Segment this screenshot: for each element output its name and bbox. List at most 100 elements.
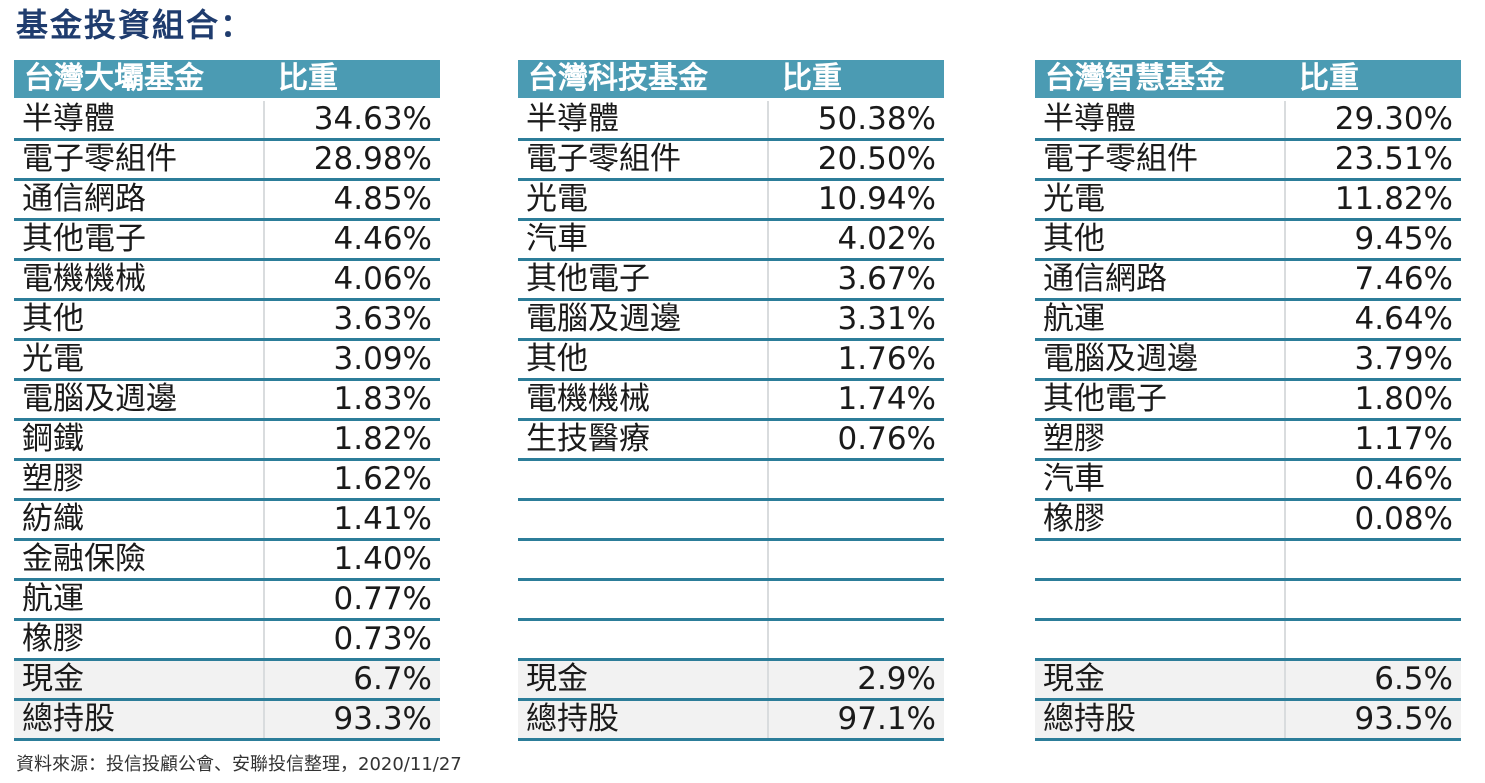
sector-weight: 1.17% xyxy=(1285,419,1461,461)
weight-header: 比重 xyxy=(768,60,944,101)
sector-weight: 34.63% xyxy=(264,99,440,141)
table-row: 汽車 4.02% xyxy=(518,219,944,261)
table-row: 電子零組件 23.51% xyxy=(1035,139,1461,181)
table-row xyxy=(518,459,944,501)
sector-name: 金融保險 xyxy=(14,539,265,581)
table-row: 紡織 1.41% xyxy=(14,499,440,541)
fund-table-taiwan-tech: 台灣科技基金 比重 半導體 50.38% 電子零組件 20.50% 光電 10.94% 汽車… xyxy=(518,60,944,741)
sector-name: 電機機械 xyxy=(518,379,769,421)
sector-weight: 1.62% xyxy=(264,459,440,501)
summary-value: 93.5% xyxy=(1285,699,1461,741)
table-row: 金融保險 1.40% xyxy=(14,539,440,581)
sector-name xyxy=(518,459,769,501)
sector-name: 生技醫療 xyxy=(518,419,769,461)
sector-weight xyxy=(768,539,944,581)
sector-name: 電機機械 xyxy=(14,259,265,301)
sector-weight: 0.08% xyxy=(1285,499,1461,541)
fund-name-header: 台灣智慧基金 xyxy=(1035,60,1285,101)
sector-name: 半導體 xyxy=(14,99,265,141)
sector-name: 電子零組件 xyxy=(518,139,769,181)
page-title: 基金投資組合： xyxy=(16,6,255,44)
sector-weight xyxy=(768,619,944,661)
table-row: 汽車 0.46% xyxy=(1035,459,1461,501)
summary-value: 6.7% xyxy=(264,659,440,701)
table-row: 光電 11.82% xyxy=(1035,179,1461,221)
sector-weight: 20.50% xyxy=(768,139,944,181)
sector-weight: 1.76% xyxy=(768,339,944,381)
sector-name: 橡膠 xyxy=(14,619,265,661)
table-row: 電機機械 4.06% xyxy=(14,259,440,301)
sector-name: 其他 xyxy=(1035,219,1286,261)
sector-name: 電腦及週邊 xyxy=(14,379,265,421)
sector-name: 半導體 xyxy=(1035,99,1286,141)
sector-weight: 1.83% xyxy=(264,379,440,421)
table-row: 其他 3.63% xyxy=(14,299,440,341)
sector-weight: 1.40% xyxy=(264,539,440,581)
sector-weight: 3.63% xyxy=(264,299,440,341)
table-row: 電機機械 1.74% xyxy=(518,379,944,421)
sector-weight: 28.98% xyxy=(264,139,440,181)
sector-weight: 3.31% xyxy=(768,299,944,341)
sector-weight: 1.80% xyxy=(1285,379,1461,421)
sector-name: 鋼鐵 xyxy=(14,419,265,461)
table-row: 半導體 34.63% xyxy=(14,99,440,141)
sector-name xyxy=(518,499,769,541)
table-row: 其他 9.45% xyxy=(1035,219,1461,261)
cash-row: 現金 6.5% xyxy=(1035,659,1461,701)
table-header-row: 台灣智慧基金 比重 xyxy=(1035,60,1461,101)
table-row: 光電 10.94% xyxy=(518,179,944,221)
sector-name: 光電 xyxy=(1035,179,1286,221)
sector-name: 通信網路 xyxy=(14,179,265,221)
sector-weight xyxy=(1285,619,1461,661)
sector-name: 其他 xyxy=(14,299,265,341)
fund-table-taiwan-dabei: 台灣大壩基金 比重 半導體 34.63% 電子零組件 28.98% 通信網路 4.85% 其… xyxy=(14,60,440,741)
table-row: 半導體 50.38% xyxy=(518,99,944,141)
table-row: 其他電子 4.46% xyxy=(14,219,440,261)
sector-name: 紡織 xyxy=(14,499,265,541)
table-row: 電腦及週邊 3.79% xyxy=(1035,339,1461,381)
summary-value: 6.5% xyxy=(1285,659,1461,701)
sector-name: 電腦及週邊 xyxy=(1035,339,1286,381)
cash-row: 現金 2.9% xyxy=(518,659,944,701)
sector-name xyxy=(518,539,769,581)
sector-name: 其他 xyxy=(518,339,769,381)
table-row: 其他電子 1.80% xyxy=(1035,379,1461,421)
table-row: 航運 0.77% xyxy=(14,579,440,621)
table-row: 電子零組件 28.98% xyxy=(14,139,440,181)
table-row: 塑膠 1.17% xyxy=(1035,419,1461,461)
table-row xyxy=(1035,619,1461,661)
sector-weight: 1.82% xyxy=(264,419,440,461)
summary-label: 現金 xyxy=(14,659,265,701)
summary-value: 2.9% xyxy=(768,659,944,701)
sector-name: 半導體 xyxy=(518,99,769,141)
sector-weight: 11.82% xyxy=(1285,179,1461,221)
table-row xyxy=(518,619,944,661)
summary-label: 總持股 xyxy=(14,699,265,741)
sector-name: 其他電子 xyxy=(518,259,769,301)
summary-value: 93.3% xyxy=(264,699,440,741)
weight-header: 比重 xyxy=(264,60,440,101)
sector-weight: 4.06% xyxy=(264,259,440,301)
fund-name-header: 台灣大壩基金 xyxy=(14,60,264,101)
summary-label: 現金 xyxy=(518,659,769,701)
fund-name-header: 台灣科技基金 xyxy=(518,60,768,101)
sector-weight: 3.79% xyxy=(1285,339,1461,381)
table-row: 生技醫療 0.76% xyxy=(518,419,944,461)
sector-weight xyxy=(1285,539,1461,581)
sector-name: 光電 xyxy=(14,339,265,381)
sector-weight: 3.67% xyxy=(768,259,944,301)
sector-name: 通信網路 xyxy=(1035,259,1286,301)
sector-weight: 1.41% xyxy=(264,499,440,541)
sector-name: 汽車 xyxy=(1035,459,1286,501)
summary-label: 總持股 xyxy=(1035,699,1286,741)
sector-name xyxy=(1035,619,1286,661)
sector-name: 電子零組件 xyxy=(1035,139,1286,181)
sector-weight: 29.30% xyxy=(1285,99,1461,141)
weight-header: 比重 xyxy=(1285,60,1461,101)
table-row xyxy=(1035,539,1461,581)
table-row: 橡膠 0.08% xyxy=(1035,499,1461,541)
summary-label: 現金 xyxy=(1035,659,1286,701)
table-row: 通信網路 7.46% xyxy=(1035,259,1461,301)
total-holdings-row: 總持股 97.1% xyxy=(518,699,944,741)
table-row: 其他 1.76% xyxy=(518,339,944,381)
